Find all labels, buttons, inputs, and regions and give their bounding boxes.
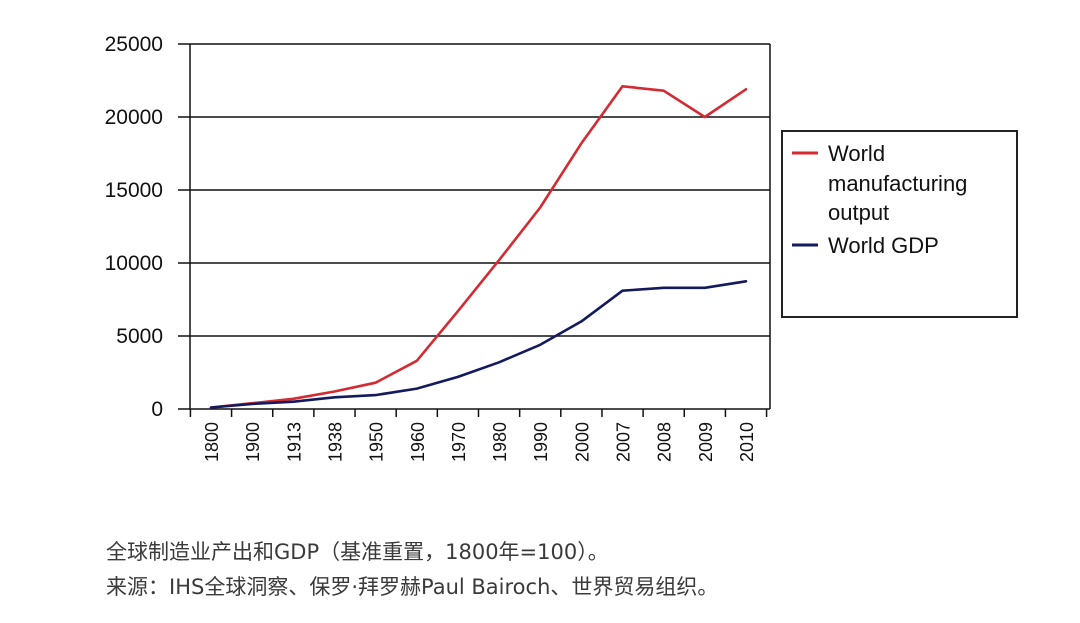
legend: World manufacturing output World GDP <box>781 130 1018 318</box>
y-tick-label: 0 <box>151 398 163 421</box>
y-tick-labels: 0 5000 10000 15000 20000 25000 <box>105 33 163 421</box>
x-tick-label: 2009 <box>696 422 716 462</box>
legend-label-gdp: World GDP <box>828 233 939 258</box>
x-tick-label: 1980 <box>490 422 510 462</box>
y-tick-label: 10000 <box>105 252 163 275</box>
y-tick-label: 25000 <box>105 33 163 56</box>
line-world-gdp <box>209 279 748 409</box>
x-tick-label: 1800 <box>202 422 222 462</box>
series-lines <box>209 85 748 409</box>
legend-label-manufacturing-line1: World <box>828 141 885 166</box>
axes <box>178 43 771 417</box>
x-tick-label: 1913 <box>284 422 304 462</box>
x-tick-label: 2010 <box>737 422 757 462</box>
x-tick-label: 1970 <box>449 422 469 462</box>
x-tick-label: 1960 <box>408 422 428 462</box>
x-tick-label: 1938 <box>325 422 345 462</box>
x-tick-label: 2007 <box>614 422 634 462</box>
figure-source: 来源：IHS全球洞察、保罗·拜罗赫Paul Bairoch、世界贸易组织。 <box>106 575 719 599</box>
x-tick-labels: 1800 1900 1913 1938 1950 1960 1970 1980 1990 2000… <box>202 422 757 462</box>
y-tick-label: 20000 <box>105 106 163 129</box>
line-world-manufacturing-output <box>209 85 748 409</box>
x-tick-label: 1900 <box>243 422 263 462</box>
y-tick-label: 15000 <box>105 179 163 202</box>
legend-label-manufacturing-line2: manufacturing <box>828 171 967 196</box>
x-tick-label: 2000 <box>572 422 592 462</box>
legend-box <box>781 130 1018 318</box>
grid-lines <box>190 43 770 337</box>
x-tick-label: 1950 <box>367 422 387 462</box>
x-tick-label: 2008 <box>655 422 675 462</box>
line-chart: 0 5000 10000 15000 20000 25000 1800 1900 1913 19… <box>105 33 1018 462</box>
legend-label-manufacturing-line3: output <box>828 200 889 225</box>
y-tick-label: 5000 <box>116 325 163 348</box>
figure-caption: 全球制造业产出和GDP（基准重置，1800年=100）。 <box>106 540 609 564</box>
x-tick-label: 1990 <box>531 422 551 462</box>
